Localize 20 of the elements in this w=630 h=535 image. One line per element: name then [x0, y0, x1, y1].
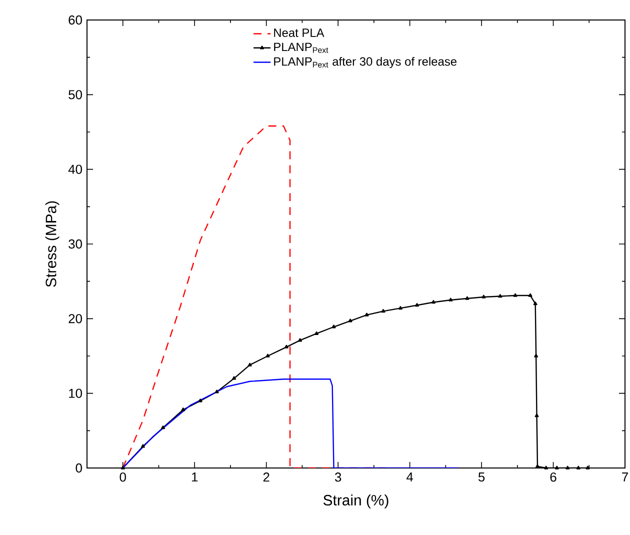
legend-label: PLANP$_{Pext}$	[274, 42, 328, 53]
y-tick-label: 0	[76, 463, 82, 473]
x-tick-label: 7	[622, 472, 628, 482]
x-tick-label: 0	[120, 472, 126, 482]
x-axis-title: Strain (%)	[323, 494, 388, 508]
x-tick-label: 2	[263, 472, 270, 482]
x-tick-label: 4	[406, 472, 414, 482]
y-tick-label: 40	[68, 164, 82, 174]
y-tick-label: 30	[68, 239, 82, 249]
legend-label: Neat PLA	[274, 28, 324, 37]
y-tick-label: 20	[68, 314, 82, 324]
y-axis-title: Stress (MPa)	[45, 201, 60, 287]
x-tick-label: 1	[192, 472, 198, 482]
y-tick-label: 50	[68, 90, 82, 100]
y-tick-label: 60	[68, 15, 82, 25]
x-tick-label: 5	[478, 472, 485, 482]
y-tick-label: 10	[69, 388, 82, 398]
x-tick-label: 3	[334, 472, 342, 482]
x-tick-label: 6	[550, 472, 556, 482]
legend-label: PLANP$_{Pext}$ after 30 days of release	[274, 56, 456, 68]
